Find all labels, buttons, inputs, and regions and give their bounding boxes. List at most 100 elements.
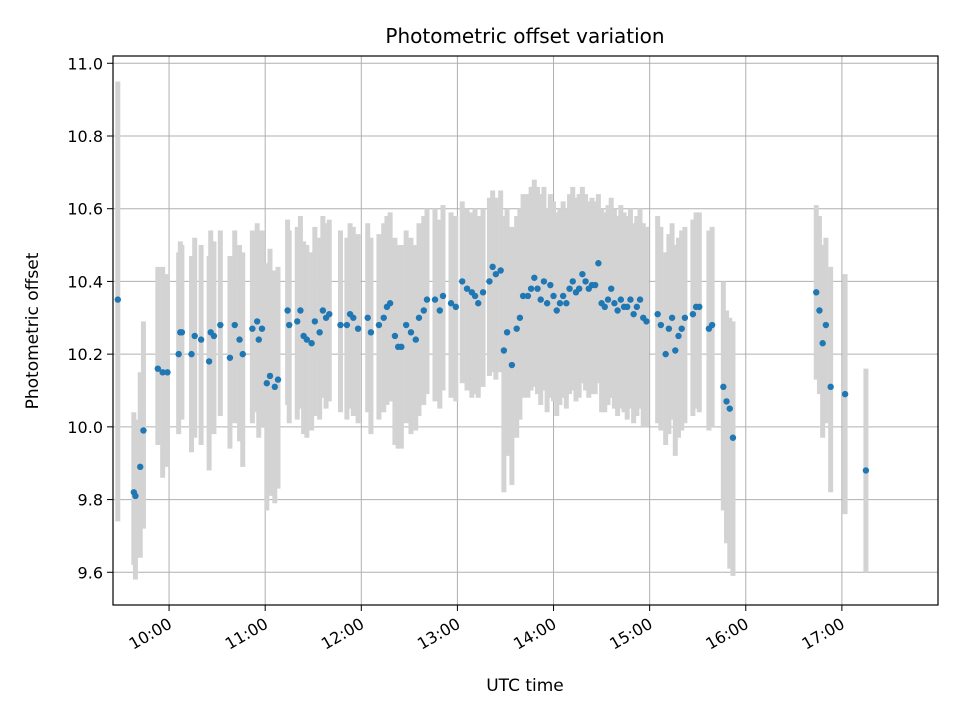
- data-point: [827, 383, 834, 391]
- data-point: [672, 347, 679, 354]
- data-point: [431, 296, 439, 303]
- data-point: [402, 321, 410, 329]
- data-point: [489, 263, 496, 271]
- data-point: [343, 321, 351, 329]
- data-point: [114, 296, 122, 303]
- data-point: [175, 350, 182, 358]
- data-point: [452, 303, 460, 311]
- data-point: [816, 307, 823, 314]
- data-point: [841, 390, 849, 398]
- data-point: [197, 336, 205, 343]
- y-tick-label: 10.8: [67, 127, 103, 146]
- data-point: [297, 307, 304, 314]
- data-point: [720, 383, 727, 391]
- y-axis-label: Photometric offset: [23, 252, 43, 409]
- data-point: [255, 336, 262, 343]
- data-point: [447, 300, 455, 307]
- y-tick-label: 10.0: [67, 418, 103, 437]
- data-point: [475, 300, 482, 307]
- data-point: [550, 292, 557, 300]
- data-point: [708, 321, 716, 329]
- data-point: [311, 318, 319, 325]
- data-point: [624, 303, 631, 311]
- data-point: [271, 383, 278, 391]
- data-point: [479, 289, 487, 296]
- data-point: [627, 296, 634, 303]
- data-point: [604, 296, 612, 303]
- data-point: [471, 292, 479, 300]
- data-point: [486, 278, 493, 285]
- data-point: [412, 336, 419, 343]
- y-tick-label: 10.2: [67, 345, 103, 364]
- data-point: [236, 336, 243, 343]
- data-point: [579, 270, 586, 278]
- data-point: [614, 307, 621, 314]
- data-point: [582, 278, 589, 285]
- data-point: [527, 285, 535, 292]
- data-point: [595, 260, 602, 267]
- data-point: [569, 278, 576, 285]
- data-point: [231, 321, 238, 329]
- data-point: [217, 321, 224, 329]
- data-point: [178, 329, 186, 336]
- data-point: [303, 336, 311, 343]
- data-point: [263, 380, 270, 387]
- data-point: [205, 358, 213, 365]
- data-point: [337, 321, 344, 329]
- data-point: [543, 300, 551, 307]
- data-point: [258, 325, 266, 332]
- data-point: [319, 307, 327, 314]
- data-point: [540, 278, 548, 285]
- data-point: [566, 285, 573, 292]
- data-point: [266, 372, 274, 380]
- data-points: [114, 260, 870, 500]
- data-point: [591, 281, 599, 289]
- data-point: [386, 300, 394, 307]
- y-tick-label: 9.8: [78, 491, 103, 510]
- data-point: [822, 321, 830, 329]
- data-point: [534, 285, 541, 292]
- data-point: [503, 329, 511, 336]
- data-point: [537, 296, 544, 303]
- data-point: [492, 270, 500, 278]
- data-point: [681, 314, 689, 321]
- data-point: [678, 325, 685, 332]
- data-point: [723, 398, 730, 405]
- y-tick-label: 9.6: [78, 563, 103, 582]
- data-point: [210, 332, 218, 340]
- data-point: [617, 296, 625, 303]
- data-point: [159, 369, 166, 376]
- data-point: [608, 285, 615, 292]
- y-axis: 9.6 9.8 10.0 10.2 10.4 10.6 10.8 11.0: [67, 54, 113, 582]
- y-tick-label: 10.4: [67, 272, 103, 291]
- x-axis-label: UTC time: [486, 676, 564, 696]
- data-point: [137, 463, 144, 471]
- data-point: [132, 492, 139, 500]
- data-point: [729, 434, 737, 441]
- data-point: [611, 300, 618, 307]
- data-point: [516, 314, 524, 321]
- data-point: [559, 292, 567, 300]
- y-tick-label: 11.0: [67, 54, 103, 73]
- data-point: [636, 296, 644, 303]
- data-point: [459, 278, 466, 285]
- data-point: [286, 321, 293, 329]
- data-point: [654, 310, 661, 318]
- data-point: [354, 325, 362, 332]
- data-point: [294, 318, 301, 325]
- data-point: [819, 340, 826, 347]
- data-point: [415, 314, 423, 321]
- data-point: [253, 318, 261, 325]
- chart-title: Photometric offset variation: [385, 24, 664, 48]
- data-point: [284, 307, 291, 314]
- data-point: [140, 427, 147, 434]
- data-point: [675, 332, 682, 340]
- data-point: [316, 329, 323, 336]
- data-point: [423, 296, 431, 303]
- data-point: [633, 303, 641, 311]
- data-point: [380, 314, 387, 321]
- data-point: [191, 332, 198, 340]
- data-point: [226, 354, 234, 361]
- data-point: [249, 325, 256, 332]
- data-point: [407, 329, 415, 336]
